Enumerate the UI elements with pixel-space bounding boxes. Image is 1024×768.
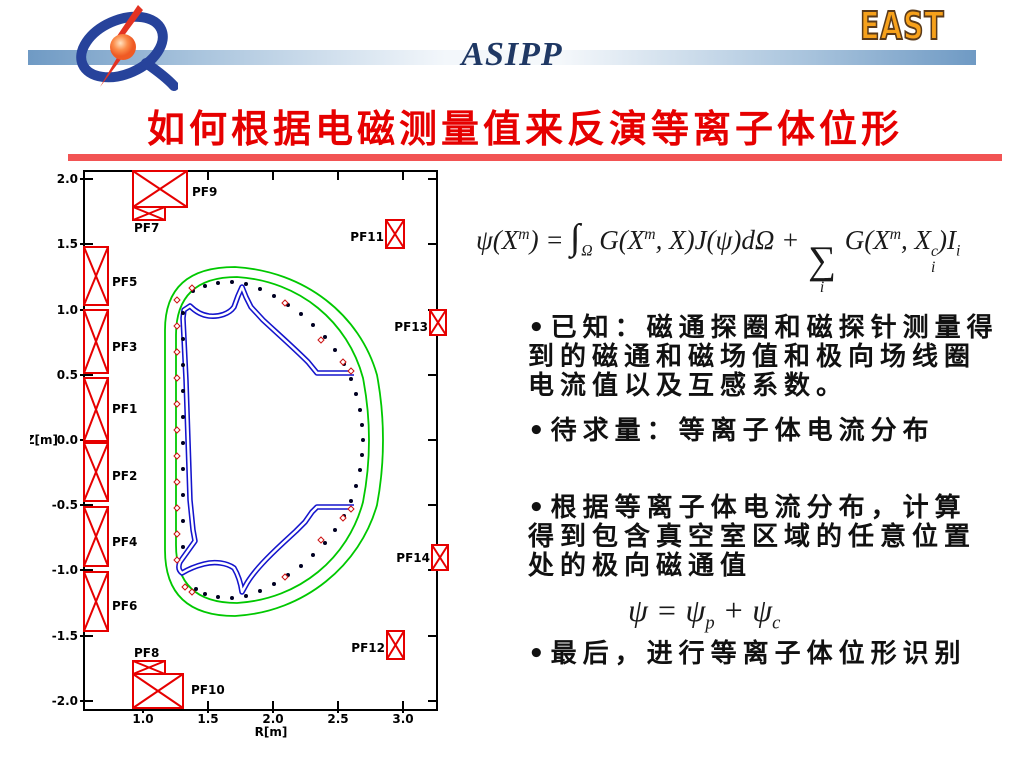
plot-label: 2.5 xyxy=(327,712,348,726)
plot-label: PF5 xyxy=(112,275,137,289)
plot-label: 1.0 xyxy=(132,712,153,726)
flux-loops xyxy=(173,284,355,596)
plot-label: -2.0 xyxy=(52,694,78,708)
bullet-compute: •根据等离子体电流分布，计算 得到包含真空室区域的任意位置 处的极向磁通值 xyxy=(528,493,977,581)
plot-label: 0.5 xyxy=(57,368,78,382)
plot-label: PF7 xyxy=(134,221,159,235)
vacuum-vessel-contours xyxy=(164,266,384,617)
formula-token: ) = xyxy=(529,225,571,255)
plot-label: PF6 xyxy=(112,599,137,613)
plot-label: PF3 xyxy=(112,340,137,354)
plot-label: PF4 xyxy=(112,535,137,549)
plot-label: PF9 xyxy=(192,185,217,199)
formula-token: , X xyxy=(901,225,932,255)
formula-token: c xyxy=(772,612,781,634)
plot-label: 1.5 xyxy=(57,237,78,251)
formula-token: G(X xyxy=(837,225,890,255)
plot-label: PF2 xyxy=(112,469,137,483)
limiter-contour xyxy=(176,284,354,595)
formula-token: Ω xyxy=(581,242,593,260)
formula-token: ψ = ψ xyxy=(628,592,706,628)
formula-token: m xyxy=(518,226,530,243)
plot-label: 0.0 xyxy=(57,433,78,447)
plot-label: PF13 xyxy=(394,320,428,334)
bullet-identify: •最后，进行等离子体位形识别 xyxy=(528,639,967,669)
pf-coil-plasma-plot: PF9 PF7 PF5 PF3 PF1 PF2 PF4 PF6 PF8 PF10 PF11 PF13 P… xyxy=(30,170,449,739)
title-underline xyxy=(68,154,1002,161)
plot-label: 2.0 xyxy=(262,712,283,726)
formula-token: ψ(X xyxy=(476,225,519,255)
formula-token: p xyxy=(705,612,715,634)
bullet-unknown: •待求量：等离子体电流分布 xyxy=(528,416,935,446)
formula-token: ∑ i xyxy=(808,239,836,296)
header-gradient-bar xyxy=(28,50,976,65)
formula-token: i xyxy=(955,242,961,260)
formula-token: m xyxy=(889,226,902,243)
plot-label: R[m] xyxy=(255,725,288,739)
pf-coils xyxy=(83,170,449,709)
formula-token: m xyxy=(644,226,656,243)
plot-label: -0.5 xyxy=(52,498,78,512)
asipp-wordmark: ASIPP xyxy=(461,36,563,73)
plot-label: PF1 xyxy=(112,402,137,416)
plot-label: -1.0 xyxy=(52,563,78,577)
east-logo: EAST xyxy=(859,3,945,49)
plot-label: 2.0 xyxy=(57,172,78,186)
plot-label: PF14 xyxy=(396,551,430,565)
formula-token: + ψ xyxy=(714,592,773,628)
plot-label: 1.0 xyxy=(57,303,78,317)
formula-token: G(X xyxy=(592,225,645,255)
flux-equation: ψ(Xm) = ∫∫Ω G(Xm, X)J(ψ)dΩ + ∑i G(Xm, Xc… xyxy=(476,216,960,296)
plot-label: PF8 xyxy=(134,646,159,660)
plot-label: -1.5 xyxy=(52,629,78,643)
plot-label: PF10 xyxy=(191,683,225,697)
plot-label: 1.5 xyxy=(197,712,218,726)
psi-sum-equation: ψ = ψp + ψc xyxy=(628,592,780,634)
slide-title: 如何根据电磁测量值来反演等离子体位形 xyxy=(146,107,903,151)
plot-label: PF11 xyxy=(350,230,384,244)
formula-token: )I xyxy=(937,225,956,255)
plot-label: PF12 xyxy=(351,641,385,655)
asipp-logo-icon xyxy=(76,5,178,91)
formula-token: , X)J(ψ)dΩ + xyxy=(655,225,807,255)
plot-label: 3.0 xyxy=(392,712,413,726)
plot-labels: PF9 PF7 PF5 PF3 PF1 PF2 PF4 PF6 PF8 PF10 PF11 PF13 P… xyxy=(30,172,430,739)
bullet-known: •已知：磁通探圈和磁探针测量得 到的磁通和磁场值和极向场线圈 电流值以及互感系数… xyxy=(528,313,999,401)
plot-label: Z[m] xyxy=(30,433,58,447)
